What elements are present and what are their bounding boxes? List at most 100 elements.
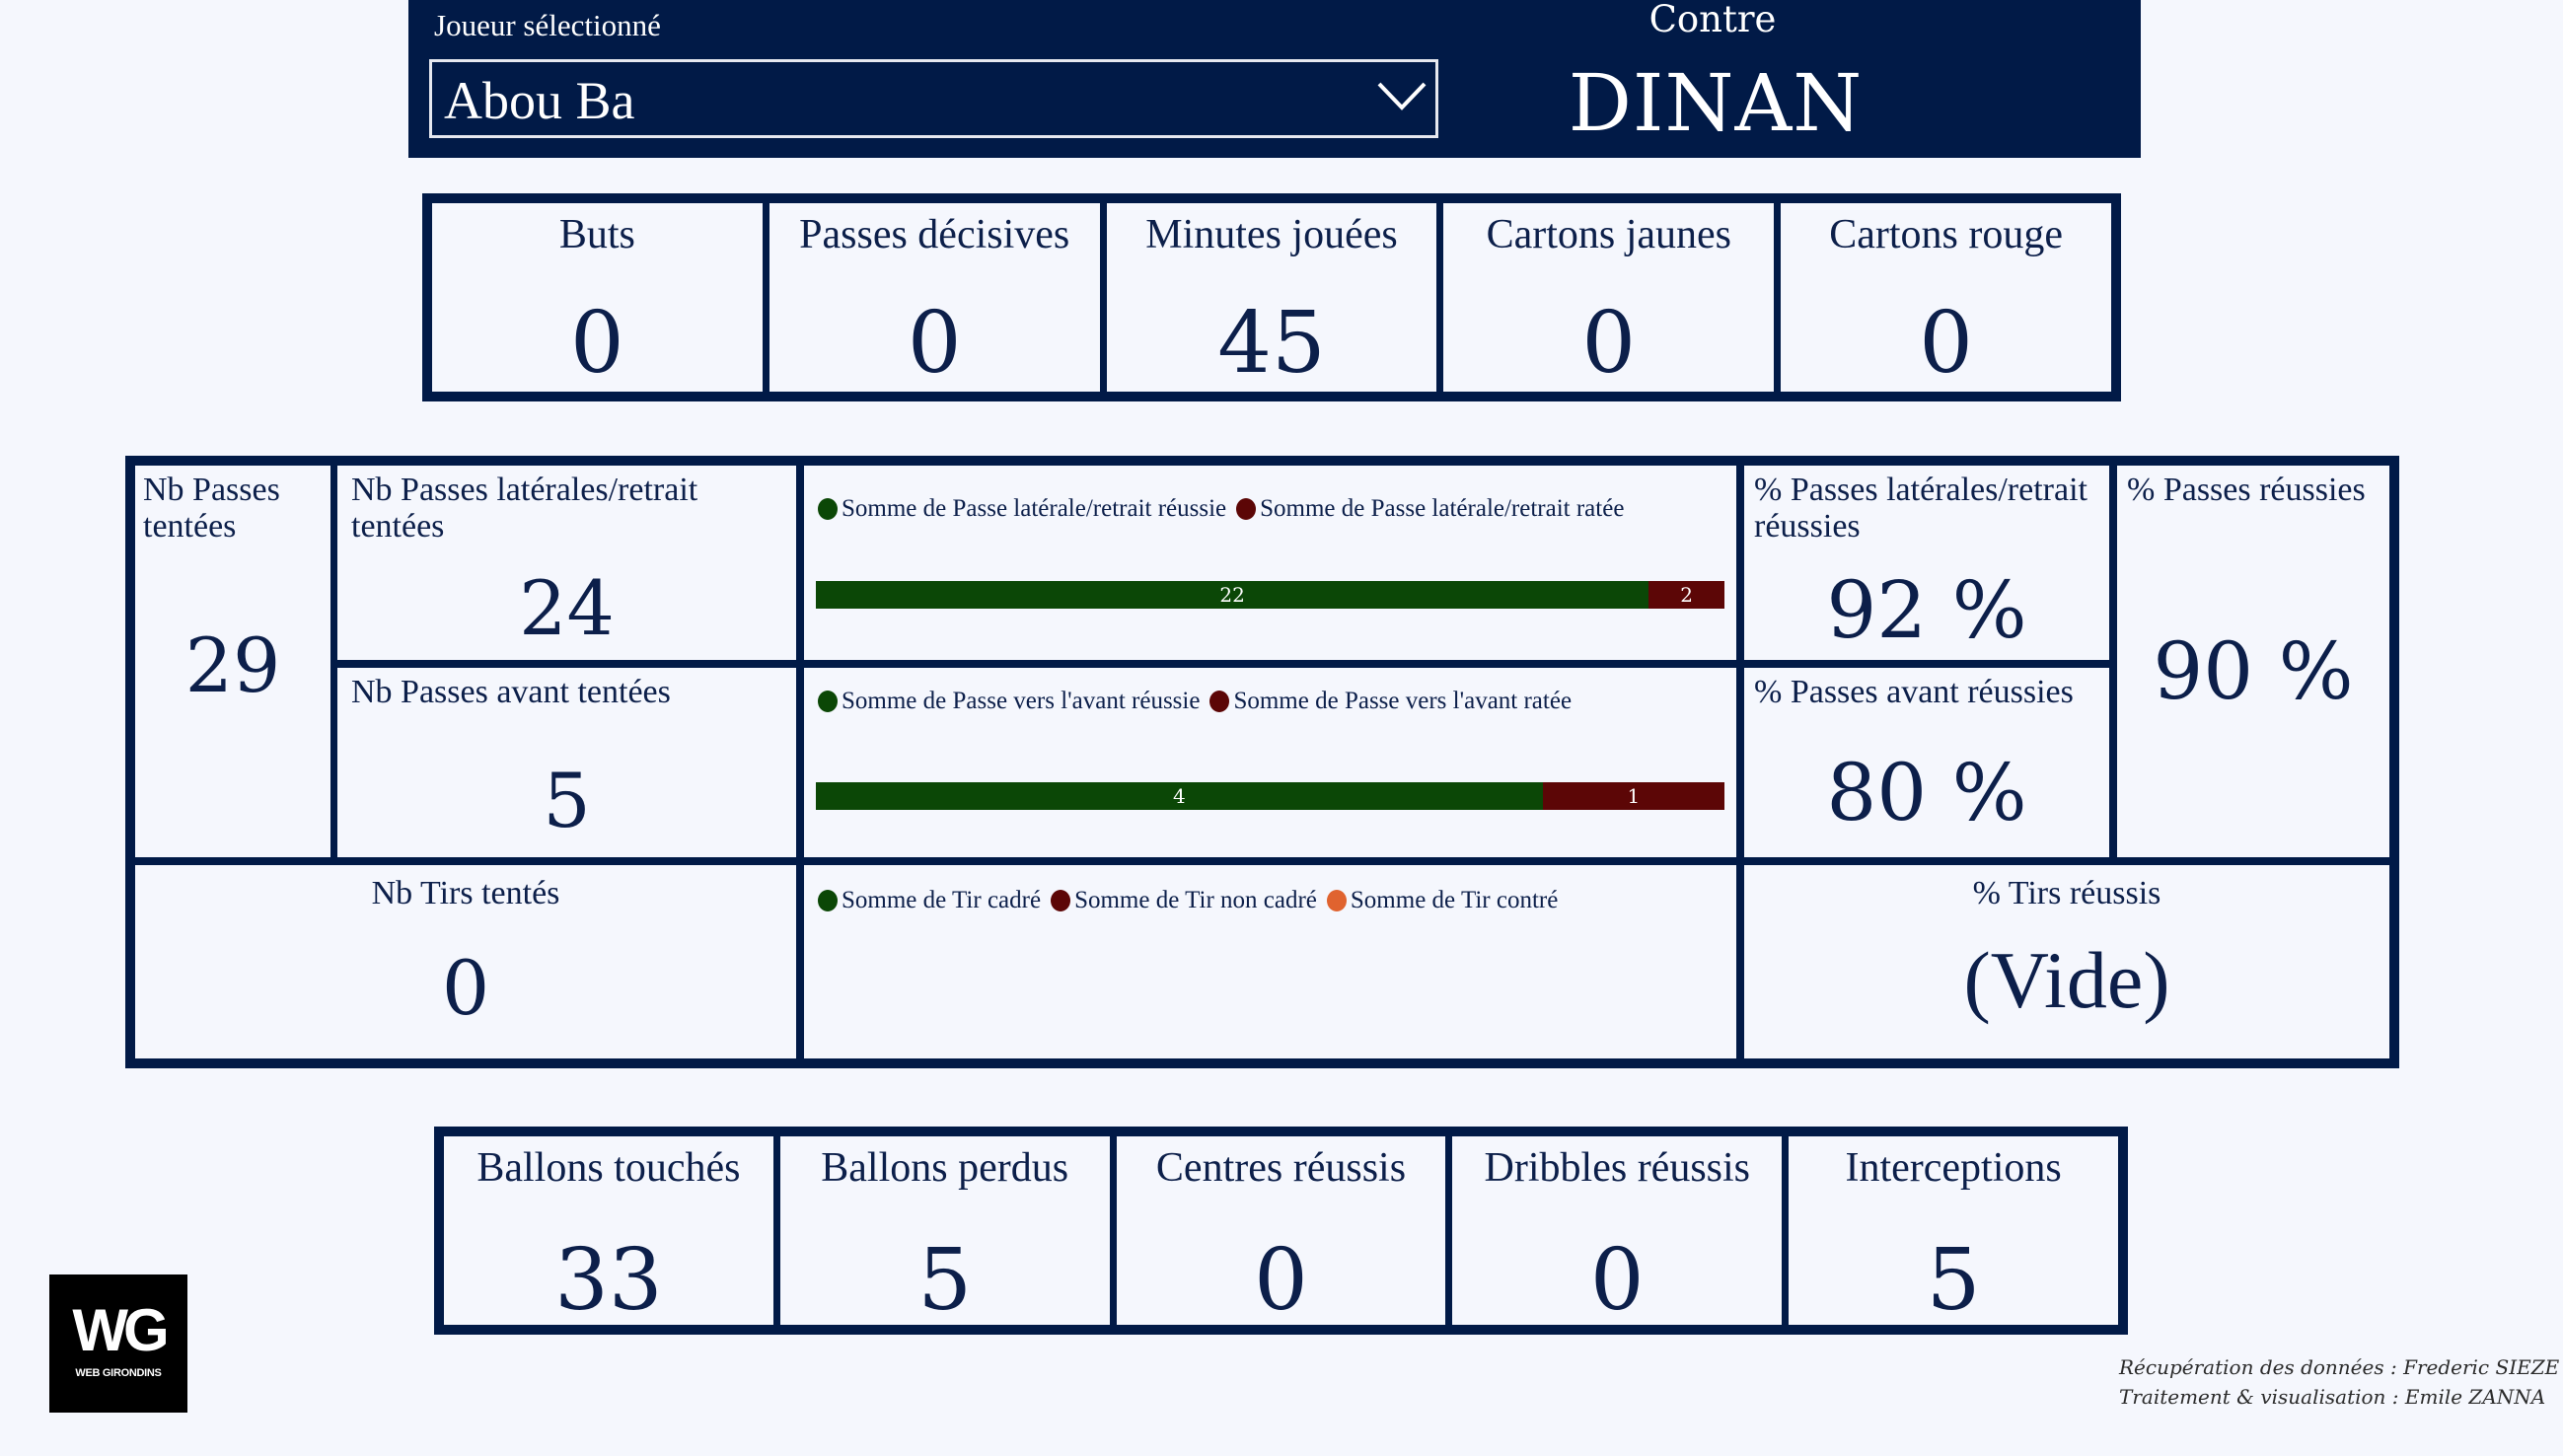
chevron-down-icon[interactable]	[1376, 76, 1428, 115]
kpi-label: Dribbles réussis	[1484, 1145, 1751, 1191]
bar-data-label: 1	[1627, 784, 1641, 808]
card-value: 5	[543, 757, 591, 844]
kpi-card-goals: Buts 0	[432, 203, 763, 393]
kpi-value: 0	[570, 294, 624, 393]
kpi-card-yellow-cards: Cartons jaunes 0	[1443, 203, 1775, 393]
kpi-card-red-cards: Cartons rouge 0	[1781, 203, 2111, 393]
card-label: % Passes réussies	[2127, 472, 2366, 508]
card-label: Nb Passes avant tentées	[351, 674, 671, 710]
player-dropdown-value: Abou Ba	[444, 71, 635, 130]
legend-item[interactable]: Somme de Tir cadré	[818, 887, 1041, 914]
legend-item[interactable]: Somme de Tir contré	[1326, 887, 1559, 914]
stacked-bar: 4 1	[816, 782, 1724, 810]
chart-shots: Somme de Tir cadré Somme de Tir non cadr…	[804, 865, 1736, 1058]
legend-item[interactable]: Somme de Passe latérale/retrait ratée	[1236, 495, 1624, 523]
bar-segment-success[interactable]: 22	[816, 581, 1649, 609]
legend-label: Somme de Tir cadré	[842, 887, 1042, 913]
legend-dot-icon	[818, 498, 838, 520]
kpi-card-crosses: Centres réussis 0	[1116, 1136, 1446, 1330]
kpi-value: 0	[1581, 294, 1637, 393]
bar-data-label: 4	[1173, 784, 1186, 808]
legend-dot-icon	[818, 890, 838, 911]
kpi-label: Minutes jouées	[1145, 212, 1398, 257]
card-total-pct: % Passes réussies 90 %	[2117, 466, 2389, 857]
kpi-value: 0	[1919, 294, 1973, 393]
opponent-label: Contre	[1648, 0, 1777, 40]
kpi-row-bottom: Ballons touchés 33 Ballons perdus 5 Cent…	[434, 1127, 2128, 1335]
chart-legend: Somme de Passe latérale/retrait réussie …	[818, 495, 1634, 523]
card-value: 24	[519, 564, 615, 652]
card-shots-total: Nb Tirs tentés 0	[135, 865, 796, 1058]
card-value: 90 %	[2153, 625, 2354, 717]
card-label: Nb Passes latérales/retrait tentées	[351, 472, 698, 545]
bar-data-label: 2	[1680, 583, 1693, 607]
credits: Récupération des données : Frederic SIEZ…	[2119, 1352, 2559, 1412]
kpi-card-assists: Passes décisives 0	[769, 203, 1100, 393]
card-value: 80 %	[1826, 747, 2027, 838]
legend-dot-icon	[1051, 890, 1071, 911]
legend-label: Somme de Tir non cadré	[1074, 887, 1317, 913]
card-label: % Tirs réussis	[1972, 875, 2161, 911]
legend-item[interactable]: Somme de Tir non cadré	[1051, 887, 1317, 914]
kpi-value: 0	[1589, 1231, 1645, 1330]
bar-segment-fail[interactable]: 1	[1542, 782, 1724, 810]
kpi-label: Centres réussis	[1155, 1145, 1407, 1191]
bar-segment-success[interactable]: 4	[816, 782, 1543, 810]
legend-dot-icon	[1326, 890, 1347, 911]
card-value: (Vide)	[1963, 935, 2170, 1025]
legend-label: Somme de Passe vers l'avant ratée	[1233, 688, 1573, 714]
legend-dot-icon	[1209, 691, 1230, 712]
legend-dot-icon	[1236, 498, 1257, 520]
kpi-label: Buts	[558, 212, 635, 257]
kpi-card-minutes: Minutes jouées 45	[1106, 203, 1437, 393]
kpi-value: 33	[554, 1231, 663, 1330]
kpi-value: 0	[907, 294, 962, 393]
card-value: 92 %	[1826, 564, 2027, 656]
legend-item[interactable]: Somme de Passe vers l'avant ratée	[1209, 688, 1572, 715]
chart-legend: Somme de Passe vers l'avant réussie Somm…	[818, 688, 1581, 715]
card-forward-pct: % Passes avant réussies 80 %	[1744, 668, 2109, 857]
kpi-card-interceptions: Interceptions 5	[1789, 1136, 2118, 1330]
legend-label: Somme de Tir contré	[1350, 887, 1559, 913]
kpi-row-top: Buts 0 Passes décisives 0 Minutes jouées…	[422, 193, 2121, 401]
card-shots-pct: % Tirs réussis (Vide)	[1744, 865, 2389, 1058]
player-dropdown[interactable]: Abou Ba	[429, 59, 1438, 138]
legend-label: Somme de Passe latérale/retrait réussie	[842, 495, 1227, 522]
legend-item[interactable]: Somme de Passe latérale/retrait réussie	[818, 495, 1226, 523]
kpi-value: 5	[917, 1231, 973, 1330]
credit-visualisation: Traitement & visualisation : Emile ZANNA	[2119, 1385, 2546, 1409]
card-value: 0	[441, 944, 490, 1032]
card-label: % Passes avant réussies	[1754, 674, 2074, 710]
kpi-label: Ballons touchés	[476, 1145, 741, 1191]
legend-label: Somme de Passe latérale/retrait ratée	[1260, 495, 1625, 522]
kpi-label: Interceptions	[1845, 1145, 2062, 1191]
kpi-label: Ballons perdus	[821, 1145, 1069, 1191]
player-select-label: Joueur sélectionné	[434, 8, 661, 42]
card-forward-passes: Nb Passes avant tentées 5	[337, 668, 796, 857]
bar-data-label: 22	[1219, 583, 1245, 607]
kpi-label: Cartons jaunes	[1486, 212, 1732, 257]
kpi-label: Passes décisives	[799, 212, 1070, 257]
bar-segment-fail[interactable]: 2	[1648, 581, 1724, 609]
kpi-value: 5	[1926, 1231, 1981, 1330]
chart-forward-passes: Somme de Passe vers l'avant réussie Somm…	[804, 668, 1736, 857]
card-label: Nb Tirs tentés	[371, 875, 560, 911]
legend-item[interactable]: Somme de Passe vers l'avant réussie	[818, 688, 1200, 715]
chart-legend: Somme de Tir cadré Somme de Tir non cadr…	[818, 887, 1568, 914]
legend-dot-icon	[818, 691, 838, 712]
webgirondins-logo: WG WEB GIRONDINS	[49, 1274, 187, 1413]
kpi-label: Cartons rouge	[1829, 212, 2063, 257]
kpi-value: 0	[1254, 1231, 1308, 1330]
card-lateral-pct: % Passes latérales/retrait réussies 92 %	[1744, 466, 2109, 660]
passes-shots-grid: Nb Passes tentées 29 Nb Passes latérales…	[125, 456, 2399, 1068]
kpi-card-dribbles: Dribbles réussis 0	[1452, 1136, 1783, 1330]
card-total-passes: Nb Passes tentées 29	[135, 466, 330, 857]
logo-monogram: WG	[72, 1297, 169, 1363]
kpi-card-balls-lost: Ballons perdus 5	[779, 1136, 1110, 1330]
stacked-bar: 22 2	[816, 581, 1724, 609]
card-lateral-passes: Nb Passes latérales/retrait tentées 24	[337, 466, 796, 660]
header-panel: Joueur sélectionné Abou Ba Contre DINAN	[408, 0, 2141, 158]
opponent-name: DINAN	[1568, 57, 1864, 149]
kpi-value: 45	[1217, 294, 1326, 393]
card-label: % Passes latérales/retrait réussies	[1754, 472, 2087, 545]
